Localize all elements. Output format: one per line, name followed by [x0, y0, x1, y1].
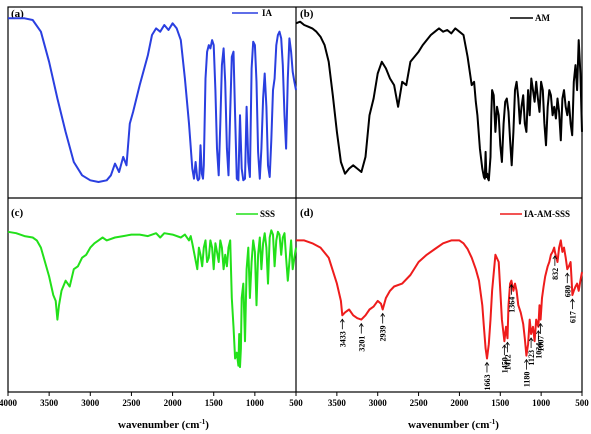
panel-label: (d)	[300, 207, 314, 219]
panel-label: (b)	[300, 8, 314, 20]
x-tick-label: 1000	[246, 398, 265, 408]
x-axis-label: wavenumber (cm-1)	[118, 418, 209, 431]
x-axis-label-right: wavenumber (cm-1)	[408, 418, 499, 431]
x-tick-label: 2000	[164, 398, 183, 408]
series-line-ia	[8, 17, 297, 183]
annotation-arrowhead	[570, 298, 575, 303]
annotation-arrowhead	[536, 330, 541, 335]
legend-label: IA	[262, 8, 273, 18]
annotation-arrowhead	[505, 341, 510, 346]
annotation-arrowhead	[564, 272, 570, 277]
panel-2: (b) AM	[295, 8, 583, 182]
x-tick-label: 1000	[532, 398, 551, 408]
legend-label: SSS	[260, 209, 275, 219]
x-tick-label: 500	[575, 398, 589, 408]
panel-label: (a)	[11, 8, 24, 20]
annotation-label: 1663	[483, 374, 492, 390]
annotation-arrowhead	[509, 283, 514, 288]
annotation-arrowhead	[538, 322, 543, 327]
annotation-label: 680	[563, 285, 572, 297]
annotation-label: 1007	[537, 336, 546, 352]
annotation-arrowhead	[339, 318, 345, 323]
series-line-am	[295, 20, 583, 182]
annotation-arrowhead	[528, 337, 534, 342]
annotation-arrowhead	[524, 358, 529, 363]
annotation-label: 1412	[503, 354, 512, 370]
x-tick-label: 2500	[410, 398, 429, 408]
x-tick-label: 500	[289, 398, 303, 408]
annotation-label: 1450	[500, 357, 509, 373]
annotation-arrowhead	[484, 361, 490, 366]
panel-label: (c)	[11, 207, 24, 219]
x-tick-label: 3000	[81, 398, 100, 408]
x-tick-label: 2500	[122, 398, 141, 408]
annotation-label: 1123	[527, 350, 536, 366]
annotation-label: 1364	[507, 297, 516, 313]
x-tick-label: 3500	[40, 398, 59, 408]
annotation-arrowhead	[380, 312, 386, 317]
annotation-label: 3201	[357, 336, 366, 352]
x-tick-label: 1500	[205, 398, 224, 408]
annotation-arrowhead	[358, 322, 364, 327]
annotation-label: 617	[568, 311, 577, 323]
legend-label: IA-AM-SSS	[524, 209, 570, 219]
panel-1: (a) IA	[8, 8, 297, 183]
annotation-label: 1180	[522, 372, 531, 388]
legend-label: AM	[535, 13, 550, 23]
series-line-ia-am-sss	[296, 239, 583, 360]
series-line-sss	[7, 229, 297, 369]
panel-3: (c) SSS	[7, 207, 297, 369]
x-tick-label: 4000	[0, 398, 18, 408]
annotation-label: 2939	[379, 326, 388, 342]
annotation-arrowhead	[552, 255, 558, 260]
annotation-label: 832	[551, 268, 560, 280]
x-tick-label: 1500	[491, 398, 510, 408]
annotation-label: 1034	[534, 343, 543, 359]
x-tick-label: 3500	[328, 398, 347, 408]
annotation-label: 3433	[338, 331, 347, 347]
x-tick-label: 2000	[450, 398, 469, 408]
annotation-arrowhead	[502, 344, 507, 349]
panels: (a) IA (b) AM (c) SSS (d) IA-AM-SSS 3433 3201 2939…	[7, 8, 583, 390]
plot-frame	[7, 6, 583, 393]
x-tick-label: 3000	[369, 398, 388, 408]
x-axis-ticks: 4000 3500 3000 2500 2000 1500 1000 500 3500 3000 2…	[0, 392, 589, 408]
